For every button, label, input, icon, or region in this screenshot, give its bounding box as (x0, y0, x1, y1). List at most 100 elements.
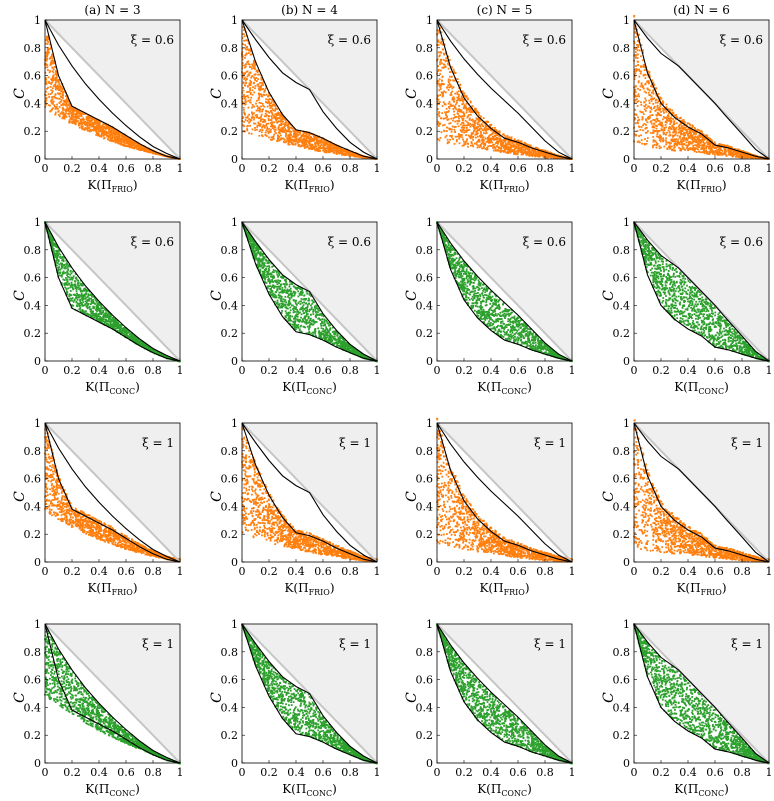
scatter-point (260, 82, 263, 85)
scatter-point (306, 136, 308, 139)
scatter-point (256, 124, 259, 127)
scatter-point (301, 144, 303, 147)
scatter-point (325, 150, 328, 152)
scatter-point (106, 138, 109, 140)
scatter-point (270, 106, 273, 109)
scatter-point (448, 122, 451, 125)
scatter-point (308, 144, 311, 147)
scatter-point (474, 107, 476, 110)
scatter-point (121, 133, 123, 136)
scatter-point (284, 118, 287, 121)
scatter-point (45, 103, 48, 106)
scatter-point (111, 135, 114, 138)
scatter-point (104, 127, 107, 130)
scatter-point (454, 131, 456, 133)
scatter-point (46, 50, 49, 53)
scatter-point (105, 130, 108, 133)
scatter-point (525, 147, 528, 149)
scatter-point (538, 153, 541, 156)
scatter-point (47, 93, 50, 96)
scatter-point (124, 138, 127, 140)
scatter-point (273, 114, 275, 117)
scatter-point (446, 62, 449, 65)
scatter-point (89, 129, 92, 132)
scatter-point (489, 145, 492, 147)
scatter-point (244, 76, 246, 79)
scatter-point (52, 107, 54, 110)
scatter-point (480, 127, 483, 130)
scatter-point (458, 105, 461, 107)
scatter-point (445, 126, 448, 129)
scatter-point (519, 140, 522, 143)
scatter-point (450, 104, 453, 107)
scatter-point (267, 122, 270, 125)
scatter-point (437, 94, 440, 97)
scatter-point (111, 140, 113, 142)
scatter-point (251, 89, 254, 92)
scatter-point (244, 79, 247, 82)
scatter-point (635, 65, 637, 67)
scatter-point (685, 141, 688, 144)
scatter-point (444, 59, 447, 62)
scatter-point (284, 123, 286, 126)
scatter-point (438, 54, 441, 57)
scatter-point (293, 136, 296, 138)
scatter-point (474, 133, 477, 136)
scatter-point (114, 141, 117, 144)
scatter-point (497, 142, 499, 145)
scatter-point (440, 83, 443, 85)
scatter-point (438, 115, 441, 118)
scatter-point (324, 148, 326, 151)
scatter-point (130, 143, 133, 146)
scatter-point (111, 127, 114, 130)
y-axis-label: C (209, 88, 225, 99)
scatter-point (278, 117, 281, 120)
scatter-point (64, 108, 67, 111)
scatter-point (476, 122, 479, 125)
scatter-point (140, 149, 142, 151)
scatter-point (256, 71, 259, 73)
scatter-point (322, 145, 325, 148)
scatter-point (464, 143, 467, 145)
scatter-point (637, 93, 640, 96)
scatter-point (116, 132, 119, 135)
scatter-point (491, 141, 494, 144)
scatter-point (521, 150, 524, 153)
scatter-point (514, 148, 516, 150)
scatter-point (324, 141, 327, 143)
scatter-point (469, 101, 472, 104)
scatter-point (258, 95, 261, 98)
scatter-point (244, 119, 247, 121)
scatter-point (258, 110, 261, 113)
scatter-point (55, 79, 57, 82)
scatter-point (117, 136, 120, 139)
scatter-point (641, 142, 644, 145)
scatter-point (78, 121, 81, 124)
xi-annotation: ξ = 0.6 (523, 33, 566, 47)
scatter-point (245, 116, 247, 119)
scatter-point (330, 147, 333, 150)
scatter-point (62, 117, 64, 119)
scatter-point (312, 139, 314, 142)
scatter-point (242, 101, 245, 104)
scatter-point (462, 111, 465, 114)
scatter-point (247, 99, 250, 102)
scatter-point (344, 148, 347, 151)
scatter-point (307, 137, 309, 140)
scatter-point (81, 127, 84, 130)
scatter-point (268, 115, 271, 117)
scatter-point (351, 154, 354, 157)
scatter-point (123, 140, 126, 142)
scatter-point (354, 154, 357, 157)
scatter-point (439, 61, 441, 64)
scatter-point (61, 112, 64, 115)
scatter-point (437, 98, 440, 101)
scatter-point (251, 116, 254, 118)
scatter-point (130, 141, 133, 143)
scatter-point (288, 130, 291, 133)
scatter-point (456, 99, 459, 102)
scatter-point (246, 115, 249, 118)
scatter-point (645, 99, 647, 102)
scatter-point (251, 113, 254, 116)
scatter-point (499, 137, 502, 140)
